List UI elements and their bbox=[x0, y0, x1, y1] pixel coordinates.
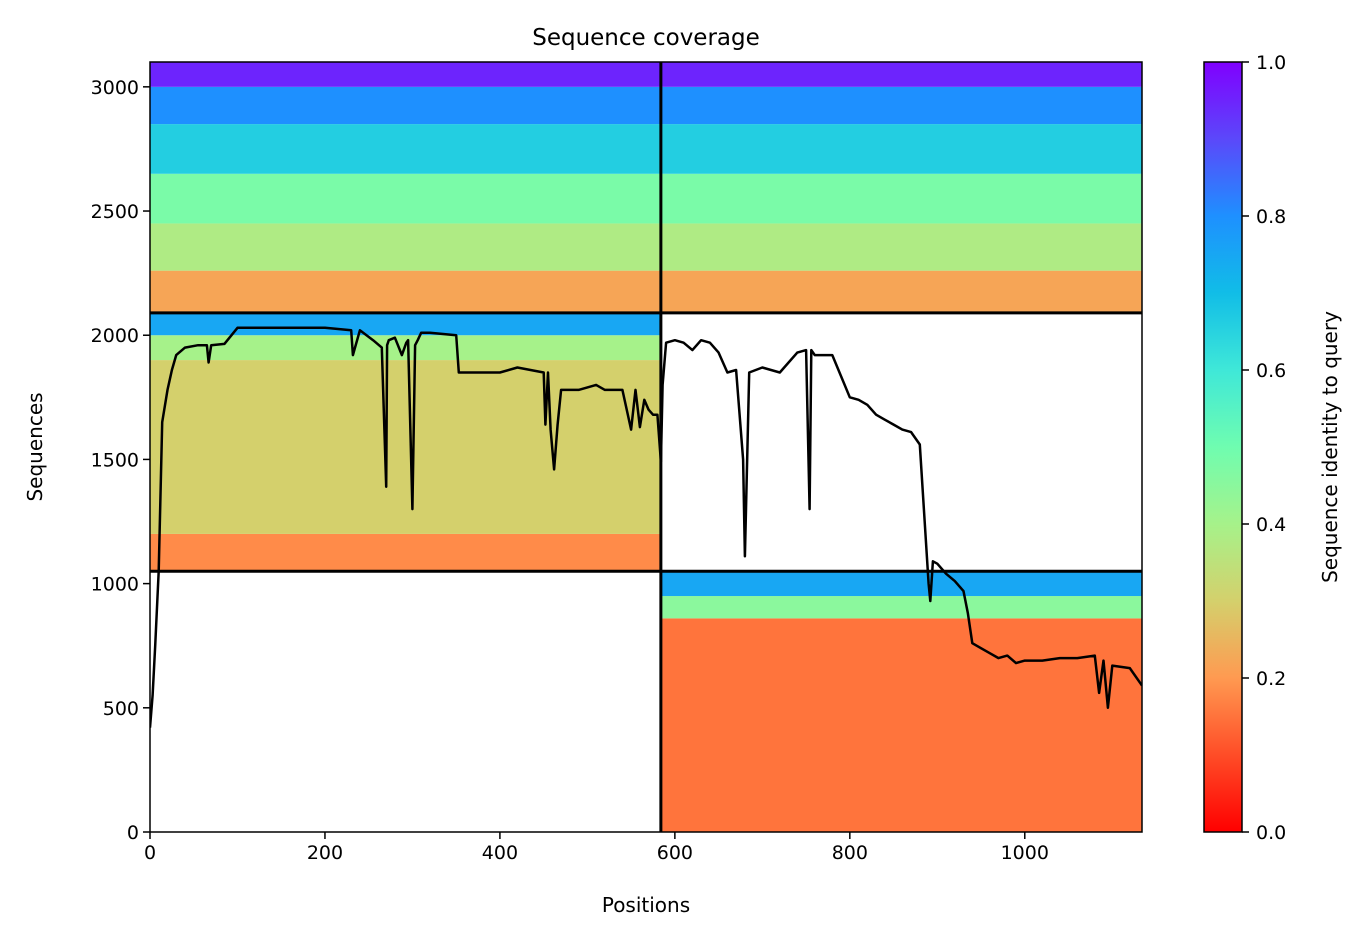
colorbar-label: Sequence identity to query bbox=[1318, 311, 1342, 583]
colorbar-tick-label: 0.6 bbox=[1256, 360, 1286, 382]
y-axis-label: Sequences bbox=[23, 392, 47, 501]
y-axis-ticks: 0 500 1000 1500 2000 2500 3000 bbox=[91, 77, 150, 844]
colorbar-tick-label: 0.2 bbox=[1256, 668, 1286, 690]
identity-band bbox=[150, 223, 1142, 271]
identity-band bbox=[150, 312, 661, 336]
x-tick-label: 600 bbox=[657, 842, 693, 864]
x-tick-label: 400 bbox=[482, 842, 518, 864]
identity-band bbox=[660, 571, 1142, 597]
y-tick-label: 500 bbox=[103, 698, 139, 720]
identity-band bbox=[150, 360, 661, 534]
x-tick-label: 200 bbox=[307, 842, 343, 864]
y-tick-label: 1500 bbox=[91, 449, 139, 471]
coverage-heatmap bbox=[150, 62, 1142, 832]
y-tick-label: 2000 bbox=[91, 325, 139, 347]
identity-band bbox=[150, 124, 1142, 174]
x-tick-label: 800 bbox=[832, 842, 868, 864]
colorbar-tick-label: 0.4 bbox=[1256, 514, 1286, 536]
x-axis-ticks: 0 200 400 600 800 1000 bbox=[144, 832, 1049, 864]
identity-band bbox=[660, 596, 1142, 619]
identity-band bbox=[150, 86, 1142, 125]
colorbar-tick-label: 0.0 bbox=[1256, 822, 1286, 844]
identity-band bbox=[150, 533, 661, 572]
coverage-line bbox=[150, 326, 1142, 728]
y-tick-label: 1000 bbox=[91, 574, 139, 596]
y-tick-label: 0 bbox=[127, 822, 139, 844]
identity-band bbox=[150, 270, 1142, 313]
colorbar-tick-label: 0.8 bbox=[1256, 206, 1286, 228]
colorbar-ticks: 0.0 0.2 0.4 0.6 0.8 1.0 bbox=[1242, 52, 1286, 844]
identity-band bbox=[660, 618, 1142, 832]
identity-band bbox=[150, 62, 1142, 87]
colorbar-tick-label: 1.0 bbox=[1256, 52, 1286, 74]
x-tick-label: 0 bbox=[144, 842, 156, 864]
chart-title: Sequence coverage bbox=[532, 25, 760, 51]
colorbar bbox=[1203, 61, 1243, 833]
y-tick-label: 2500 bbox=[91, 201, 139, 223]
x-axis-label: Positions bbox=[602, 893, 690, 917]
y-tick-label: 3000 bbox=[91, 77, 139, 99]
x-tick-label: 1000 bbox=[1001, 842, 1049, 864]
identity-band bbox=[150, 173, 1142, 224]
plot-frame bbox=[149, 61, 1143, 833]
coverage-line-layer bbox=[150, 326, 1142, 728]
